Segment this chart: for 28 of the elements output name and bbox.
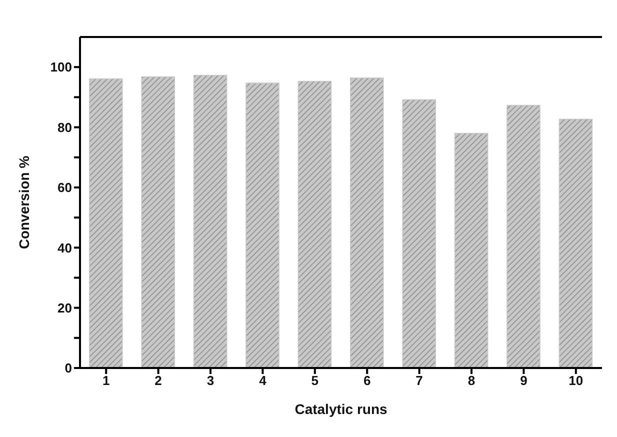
bar (506, 104, 540, 368)
y-axis-title: Conversion % (16, 155, 32, 250)
x-tick-label: 5 (311, 373, 319, 388)
y-tick-label: 40 (58, 240, 72, 256)
y-tick-label: 20 (58, 300, 72, 316)
x-tick-label: 9 (520, 373, 528, 388)
x-axis-title: Catalytic runs (294, 401, 388, 417)
y-tick-label: 80 (58, 120, 72, 135)
bar (246, 82, 280, 368)
x-tick-label: 8 (468, 373, 476, 388)
bar (402, 99, 436, 368)
bar (193, 74, 228, 368)
bar (298, 80, 332, 368)
bar (88, 78, 123, 368)
x-tick-label: 3 (206, 373, 214, 388)
y-tick-label: 60 (58, 180, 72, 196)
x-tick-label: 4 (259, 373, 268, 388)
bar (141, 76, 175, 368)
y-tick-label: 100 (50, 60, 72, 75)
x-tick-label: 6 (363, 373, 371, 388)
x-tick-label: 10 (568, 373, 584, 388)
y-tick-label: 0 (64, 360, 72, 376)
bar (350, 78, 384, 368)
bar (454, 132, 488, 368)
x-tick-label: 7 (416, 373, 423, 388)
bar (558, 118, 593, 368)
x-tick-label: 1 (102, 373, 110, 388)
x-tick-label: 2 (154, 373, 162, 388)
